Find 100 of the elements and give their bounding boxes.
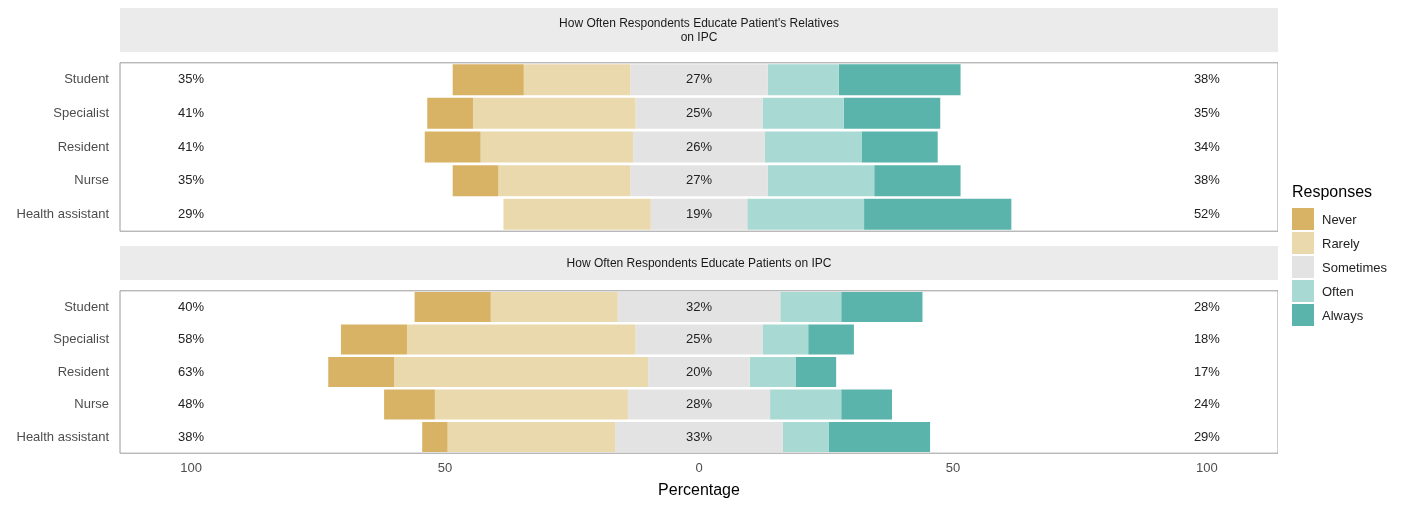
annotation: 25% <box>685 104 713 120</box>
annotation: 35% <box>1193 104 1221 120</box>
annotation: 19% <box>685 205 713 221</box>
bar <box>749 357 796 387</box>
bar <box>394 357 649 387</box>
y-tick-label: Student <box>64 298 110 314</box>
annotation: 52% <box>1193 205 1221 221</box>
bar <box>427 97 473 129</box>
annotation: 38% <box>1193 71 1221 87</box>
bar <box>874 165 961 197</box>
annotation: 58% <box>178 331 205 347</box>
bar <box>795 357 837 387</box>
bar <box>472 97 636 129</box>
annotation: 28% <box>685 396 713 412</box>
chart-title: How Often Respondents Educate Patients on IPC <box>120 246 1278 280</box>
bar <box>422 422 448 452</box>
legend-label: Sometimes <box>1322 259 1388 275</box>
legend-label: Always <box>1322 307 1364 323</box>
legend-label: Never <box>1322 211 1357 227</box>
x-tick-label: 100 <box>180 459 202 475</box>
bar <box>843 97 941 129</box>
annotation: 41% <box>178 138 205 154</box>
annotation: 25% <box>685 331 713 347</box>
bar <box>340 324 407 355</box>
y-tick-label: Specialist <box>53 331 110 347</box>
y-tick-label: Nurse <box>74 396 109 412</box>
bar <box>762 324 809 355</box>
y-tick-label: Nurse <box>74 172 109 188</box>
bar <box>523 64 631 96</box>
y-tick-label: Health assistant <box>16 428 110 444</box>
x-tick-label: 50 <box>437 459 453 475</box>
bar <box>747 198 865 230</box>
annotation: 29% <box>178 205 205 221</box>
x-tick-label: 0 <box>695 459 703 475</box>
bar <box>635 97 763 129</box>
legend-label: Often <box>1322 283 1354 299</box>
annotation: 20% <box>685 363 713 379</box>
bar <box>767 64 839 96</box>
bar <box>808 324 854 355</box>
bar <box>490 292 618 322</box>
annotation: 26% <box>685 138 713 154</box>
annotation: 38% <box>1193 172 1221 188</box>
bar <box>615 422 783 452</box>
x-tick-label: 100 <box>1196 459 1218 475</box>
bar <box>632 131 766 163</box>
bar <box>414 292 491 322</box>
legend-title: Responses <box>1292 183 1374 201</box>
bar <box>498 165 631 197</box>
bar <box>765 131 862 163</box>
bar <box>630 64 768 96</box>
annotation: 41% <box>178 104 205 120</box>
annotation: 35% <box>178 172 205 188</box>
bar <box>447 422 616 452</box>
annotation: 40% <box>178 298 205 314</box>
annotation: 27% <box>685 172 713 188</box>
annotation: 18% <box>1193 331 1221 347</box>
bar <box>328 357 395 387</box>
bar <box>861 131 938 163</box>
bar <box>452 165 499 197</box>
bar <box>434 389 628 420</box>
bar <box>864 198 1012 230</box>
bar <box>782 422 829 452</box>
bar <box>406 324 636 355</box>
y-tick-label: Student <box>64 71 110 87</box>
annotation: 35% <box>178 71 205 87</box>
bar <box>841 292 923 322</box>
bar <box>452 64 524 96</box>
bar <box>503 198 651 230</box>
bar <box>767 165 875 197</box>
annotation: 27% <box>685 71 713 87</box>
bar <box>630 165 768 197</box>
bar <box>424 131 481 163</box>
y-tick-label: Resident <box>57 138 110 154</box>
bar <box>780 292 842 322</box>
bar <box>838 64 961 96</box>
annotation: 24% <box>1193 396 1221 412</box>
bar <box>650 198 748 230</box>
annotation: 63% <box>178 363 205 379</box>
bar <box>480 131 633 163</box>
x-axis-title: Percentage <box>658 480 741 498</box>
bar <box>841 389 892 420</box>
y-tick-label: Health assistant <box>16 205 110 221</box>
bar <box>762 97 844 129</box>
bar <box>770 389 842 420</box>
bar <box>617 292 781 322</box>
chart-title: How Often Respondents Educate Patient's Relatives on IPC <box>120 8 1278 52</box>
annotation: 48% <box>178 396 205 412</box>
bar <box>627 389 771 420</box>
annotation: 28% <box>1193 298 1221 314</box>
x-tick-label: 50 <box>945 459 961 475</box>
annotation: 29% <box>1193 428 1221 444</box>
annotation: 33% <box>685 428 713 444</box>
y-tick-label: Specialist <box>53 104 110 120</box>
bar <box>384 389 435 420</box>
bar <box>635 324 763 355</box>
annotation: 17% <box>1193 363 1221 379</box>
bar <box>648 357 750 387</box>
legend-label: Rarely <box>1322 235 1360 251</box>
y-tick-label: Resident <box>57 363 110 379</box>
annotation: 32% <box>685 298 713 314</box>
